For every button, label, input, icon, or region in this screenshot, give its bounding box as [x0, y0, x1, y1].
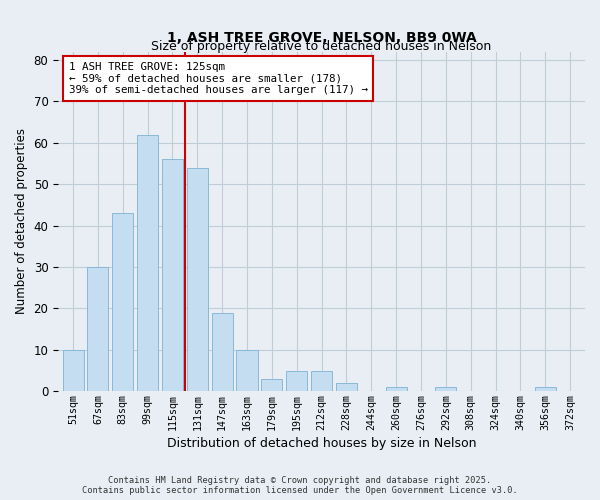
Bar [112, 213, 133, 392]
Bar [236, 350, 257, 392]
Text: Contains HM Land Registry data © Crown copyright and database right 2025.
Contai: Contains HM Land Registry data © Crown c… [82, 476, 518, 495]
X-axis label: Distribution of detached houses by size in Nelson: Distribution of detached houses by size … [167, 437, 476, 450]
Bar [262, 379, 283, 392]
Bar [88, 267, 109, 392]
Text: 1 ASH TREE GROVE: 125sqm
← 59% of detached houses are smaller (178)
39% of semi-: 1 ASH TREE GROVE: 125sqm ← 59% of detach… [68, 62, 368, 95]
Bar [137, 134, 158, 392]
Bar [212, 312, 233, 392]
Text: Size of property relative to detached houses in Nelson: Size of property relative to detached ho… [151, 40, 492, 54]
Y-axis label: Number of detached properties: Number of detached properties [15, 128, 28, 314]
Bar [62, 350, 83, 392]
Bar [187, 168, 208, 392]
Bar [435, 387, 457, 392]
Bar [336, 383, 357, 392]
Bar [386, 387, 407, 392]
Bar [535, 387, 556, 392]
Bar [286, 370, 307, 392]
Bar [311, 370, 332, 392]
Bar [162, 160, 183, 392]
Text: 1, ASH TREE GROVE, NELSON, BB9 0WA: 1, ASH TREE GROVE, NELSON, BB9 0WA [167, 31, 476, 45]
